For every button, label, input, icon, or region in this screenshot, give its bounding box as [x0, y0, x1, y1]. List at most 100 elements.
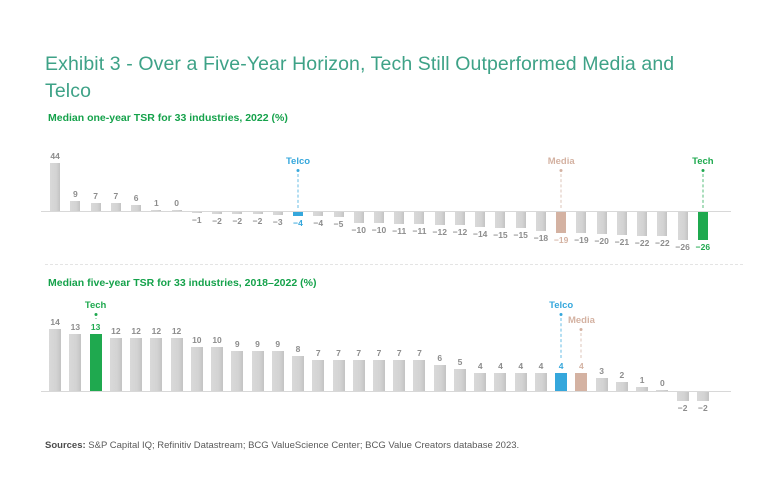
bar — [252, 212, 263, 215]
bar — [453, 369, 466, 391]
value-label: 4 — [579, 361, 584, 372]
value-label: −10 — [351, 224, 366, 235]
telco-bar — [555, 373, 568, 391]
annotation-dot — [559, 169, 563, 172]
value-label: 3 — [599, 365, 605, 376]
bar — [292, 355, 305, 391]
media-bar — [556, 212, 567, 233]
bar — [413, 360, 426, 391]
bar — [696, 392, 709, 401]
annotation-leader-line — [560, 318, 562, 359]
bar — [474, 373, 487, 391]
value-label: 13 — [90, 321, 101, 332]
annotation-dot — [579, 328, 583, 331]
value-label: 0 — [174, 198, 179, 208]
bar — [251, 351, 264, 391]
bar — [271, 351, 284, 391]
bar — [352, 360, 365, 391]
value-label: 14 — [50, 317, 60, 328]
bar — [636, 386, 649, 391]
bar — [231, 351, 244, 391]
bar — [109, 338, 122, 391]
value-label: −18 — [533, 233, 549, 244]
value-label: 7 — [376, 348, 382, 359]
value-label: 4 — [538, 361, 544, 372]
value-label: 7 — [396, 348, 402, 359]
annotation-dot — [94, 313, 98, 316]
value-label: −15 — [493, 230, 508, 241]
bar — [212, 212, 223, 215]
annotation-dot — [701, 169, 705, 172]
value-label: 4 — [477, 361, 483, 372]
annotation-dot — [296, 169, 300, 172]
value-label: 12 — [151, 326, 162, 337]
media-annotation-label: Media — [547, 156, 575, 167]
bar — [495, 212, 506, 229]
value-label: −10 — [371, 224, 387, 235]
bar — [312, 360, 325, 391]
bar — [393, 360, 406, 391]
value-label: 1 — [639, 374, 645, 385]
value-label: 9 — [275, 339, 281, 350]
bar — [353, 212, 364, 223]
bar — [333, 212, 344, 218]
value-label: 7 — [336, 348, 341, 359]
value-label: 2 — [619, 370, 625, 381]
bar — [515, 212, 526, 229]
value-label: 4 — [558, 361, 564, 372]
bar — [475, 212, 486, 228]
bar — [272, 212, 283, 216]
value-label: 9 — [234, 339, 240, 350]
chart2-subtitle: Median five-year TSR for 33 industries, … — [48, 277, 317, 289]
value-label: −15 — [513, 230, 528, 241]
value-label: 5 — [457, 357, 463, 367]
bar — [191, 212, 202, 214]
bar — [656, 390, 669, 391]
value-label: −14 — [472, 229, 488, 240]
value-label: 44 — [50, 151, 60, 162]
bar — [50, 163, 61, 211]
value-label: 7 — [113, 191, 119, 202]
x-axis-line — [41, 391, 731, 392]
value-label: −19 — [553, 234, 569, 245]
value-label: −2 — [677, 402, 688, 413]
value-label: −19 — [574, 234, 589, 245]
bar — [70, 201, 81, 211]
bar — [677, 212, 688, 241]
value-label: −5 — [333, 219, 344, 230]
telco-annotation-label: Telco — [285, 156, 311, 167]
bar — [150, 338, 163, 391]
annotation-dot — [559, 313, 563, 316]
bar — [434, 212, 445, 225]
value-label: 12 — [131, 326, 141, 337]
telco-bar — [293, 212, 304, 217]
bar — [615, 382, 628, 391]
value-label: 1 — [153, 197, 159, 208]
value-label: −11 — [392, 225, 407, 236]
bar — [514, 373, 527, 391]
value-label: 7 — [417, 348, 422, 359]
value-label: −2 — [698, 402, 708, 413]
bar — [576, 212, 587, 233]
bar — [433, 364, 446, 391]
bar — [596, 212, 607, 234]
chart1-subtitle: Median one-year TSR for 33 industries, 2… — [48, 112, 288, 124]
bar — [394, 212, 405, 224]
value-label: −1 — [191, 215, 202, 226]
value-label: −26 — [675, 242, 690, 253]
value-label: 12 — [171, 326, 182, 337]
annotation-leader-line — [580, 333, 582, 359]
value-label: −22 — [634, 237, 650, 248]
annotation-leader-line — [95, 318, 97, 319]
annotation-leader-line — [297, 174, 299, 208]
bar — [49, 329, 62, 391]
bar — [232, 212, 243, 215]
bar — [676, 392, 689, 401]
value-label: −11 — [412, 225, 427, 236]
value-label: −21 — [614, 236, 630, 247]
tech-bar — [697, 212, 708, 241]
value-label: 7 — [356, 348, 362, 359]
value-label: 6 — [437, 352, 443, 363]
bar — [374, 212, 384, 223]
bar — [454, 212, 465, 225]
